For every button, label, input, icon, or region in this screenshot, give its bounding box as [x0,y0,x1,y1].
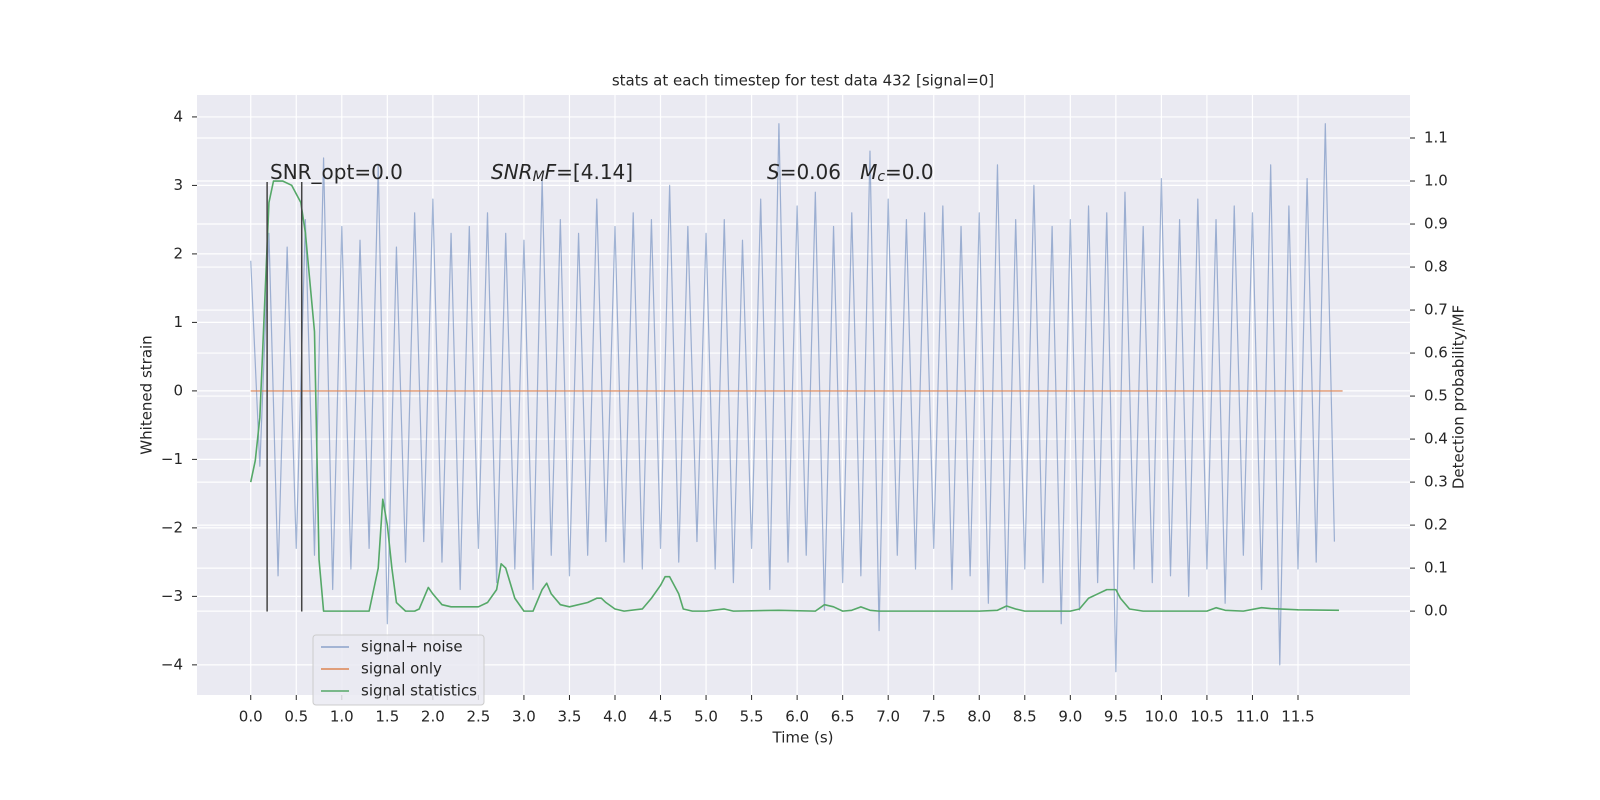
annotation-part: c [877,169,885,185]
y2-tick-label: 0.8 [1424,258,1448,276]
annotation-part: SNR [491,160,533,184]
y-tick-label: 3 [173,176,183,194]
y-tick-label: −1 [161,450,183,468]
y-tick-label: −4 [161,655,183,673]
x-tick-label: 9.0 [1058,708,1082,726]
annotation-part: M [533,169,545,185]
x-tick-label: 1.0 [330,708,354,726]
annotation-part: SNR_opt=0.0 [270,160,403,184]
y2-tick-label: 0.7 [1424,301,1448,319]
annotation: SNR_opt=0.0 [270,160,403,184]
x-tick-label: 5.5 [740,708,764,726]
legend-label: signal statistics [361,682,477,700]
annotation-part: F [545,160,557,184]
plot-background [197,95,1410,695]
x-tick-label: 7.0 [876,708,900,726]
annotation-part: M [860,160,877,184]
x-tick-label: 0.5 [284,708,308,726]
y2-tick-label: 0.0 [1424,602,1448,620]
y-tick-label: −2 [161,518,183,536]
y2-tick-label: 0.2 [1424,516,1448,534]
x-tick-label: 0.0 [239,708,263,726]
y-tick-label: 1 [173,313,183,331]
legend-label: signal only [361,660,442,678]
annotation-part: =0.0 [885,160,934,184]
annotation: S=0.06 Mc=0.0 [767,160,934,186]
x-tick-label: 2.0 [421,708,445,726]
marks [249,123,1343,673]
y2-tick-label: 0.3 [1424,473,1448,491]
x-tick-label: 9.5 [1104,708,1128,726]
y2-tick-label: 1.0 [1424,172,1448,190]
y2-tick-label: 0.4 [1424,430,1448,448]
x-tick-label: 8.0 [967,708,991,726]
x-tick-label: 10.0 [1145,708,1178,726]
x-tick-label: 2.5 [466,708,490,726]
x-tick-label: 5.0 [694,708,718,726]
y2-tick-label: 0.1 [1424,559,1448,577]
y-tick-label: 0 [173,381,183,399]
x-tick-label: 6.5 [831,708,855,726]
x-tick-label: 3.5 [558,708,582,726]
y-tick-label: 2 [173,244,183,262]
y-axis-label: Whitened strain [138,335,156,454]
annotation-part: =[4.14] [556,160,633,184]
y2-axis-label: Detection probability/MF [1450,305,1468,489]
labels: 0.0 0.5 1.0 1.5 2.0 2.5 3.0 3.5 4.0 4.5 5.0 5.5 6.0 6… [161,107,1448,725]
y-tick-label: −3 [161,587,183,605]
y2-tick-label: 0.9 [1424,215,1448,233]
x-tick-label: 4.5 [649,708,673,726]
y2-tick-label: 0.5 [1424,387,1448,405]
y2-tick-label: 1.1 [1424,129,1448,147]
grid [197,95,1410,695]
x-tick-label: 4.0 [603,708,627,726]
series-line [250,123,1336,673]
x-tick-label: 3.0 [512,708,536,726]
chart-title: stats at each timestep for test data 432… [612,72,994,90]
x-tick-label: 1.5 [375,708,399,726]
x-axis-label: Time (s) [772,729,834,747]
series-line [249,180,1339,612]
legend-label: signal+ noise [361,638,463,656]
x-tick-label: 11.5 [1281,708,1314,726]
x-tick-label: 11.0 [1236,708,1269,726]
y2-tick-label: 0.6 [1424,344,1448,362]
annotation-part: =0.06 [780,160,860,184]
legend-box [312,634,485,706]
x-tick-label: 6.0 [785,708,809,726]
x-tick-label: 10.5 [1190,708,1223,726]
annotation: SNRMF=[4.14] [491,160,633,186]
x-tick-label: 7.5 [922,708,946,726]
y-tick-label: 4 [173,107,183,125]
x-tick-label: 8.5 [1013,708,1037,726]
annotation-part: S [767,160,780,184]
